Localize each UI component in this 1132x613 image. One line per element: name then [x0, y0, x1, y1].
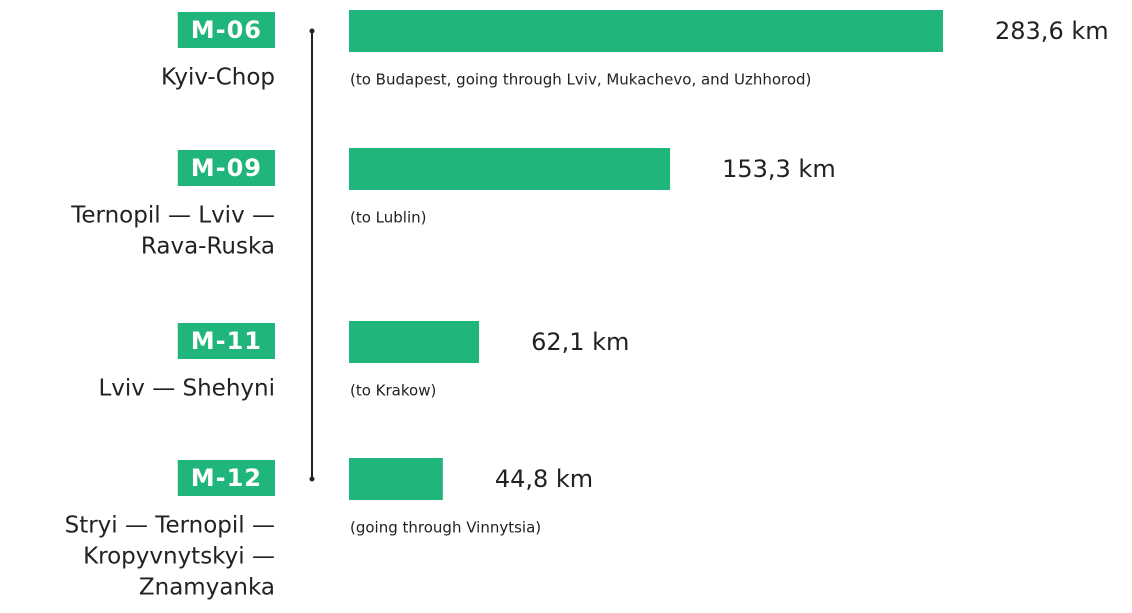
- route-name: Ternopil — Lviv —: [70, 203, 275, 229]
- route-code: M-11: [191, 327, 262, 355]
- value-label: 44,8 km: [495, 465, 593, 493]
- code-badge: [177, 323, 275, 359]
- code-badge: [177, 12, 275, 48]
- route-note: (to Krakow): [350, 382, 436, 400]
- route-name: Lviv — Shehyni: [98, 376, 275, 402]
- bar: [349, 321, 480, 363]
- route-note: (to Budapest, going through Lviv, Mukach…: [350, 71, 811, 89]
- route-name: Rava-Ruska: [141, 234, 275, 260]
- timeline-dot: [309, 476, 315, 482]
- route-note: (to Lublin): [350, 209, 427, 227]
- value-label: 153,3 km: [722, 155, 836, 183]
- code-badge: [177, 150, 275, 186]
- route-name: Kyiv-Chop: [161, 65, 275, 91]
- route-name: Stryi — Ternopil —: [65, 513, 275, 539]
- route-name: Znamyanka: [139, 575, 275, 601]
- bar: [349, 10, 943, 52]
- route-code: M-12: [191, 464, 262, 492]
- bar: [349, 458, 443, 500]
- bar: [349, 148, 671, 190]
- route-name: Kropyvnytskyi —: [83, 544, 275, 570]
- route-code: M-06: [191, 16, 262, 44]
- code-badge: [177, 460, 275, 496]
- value-label: 62,1 km: [531, 328, 629, 356]
- value-label: 283,6 km: [995, 17, 1109, 45]
- route-note: (going through Vinnytsia): [350, 519, 541, 537]
- route-code: M-09: [191, 154, 262, 182]
- timeline-dot: [309, 28, 315, 34]
